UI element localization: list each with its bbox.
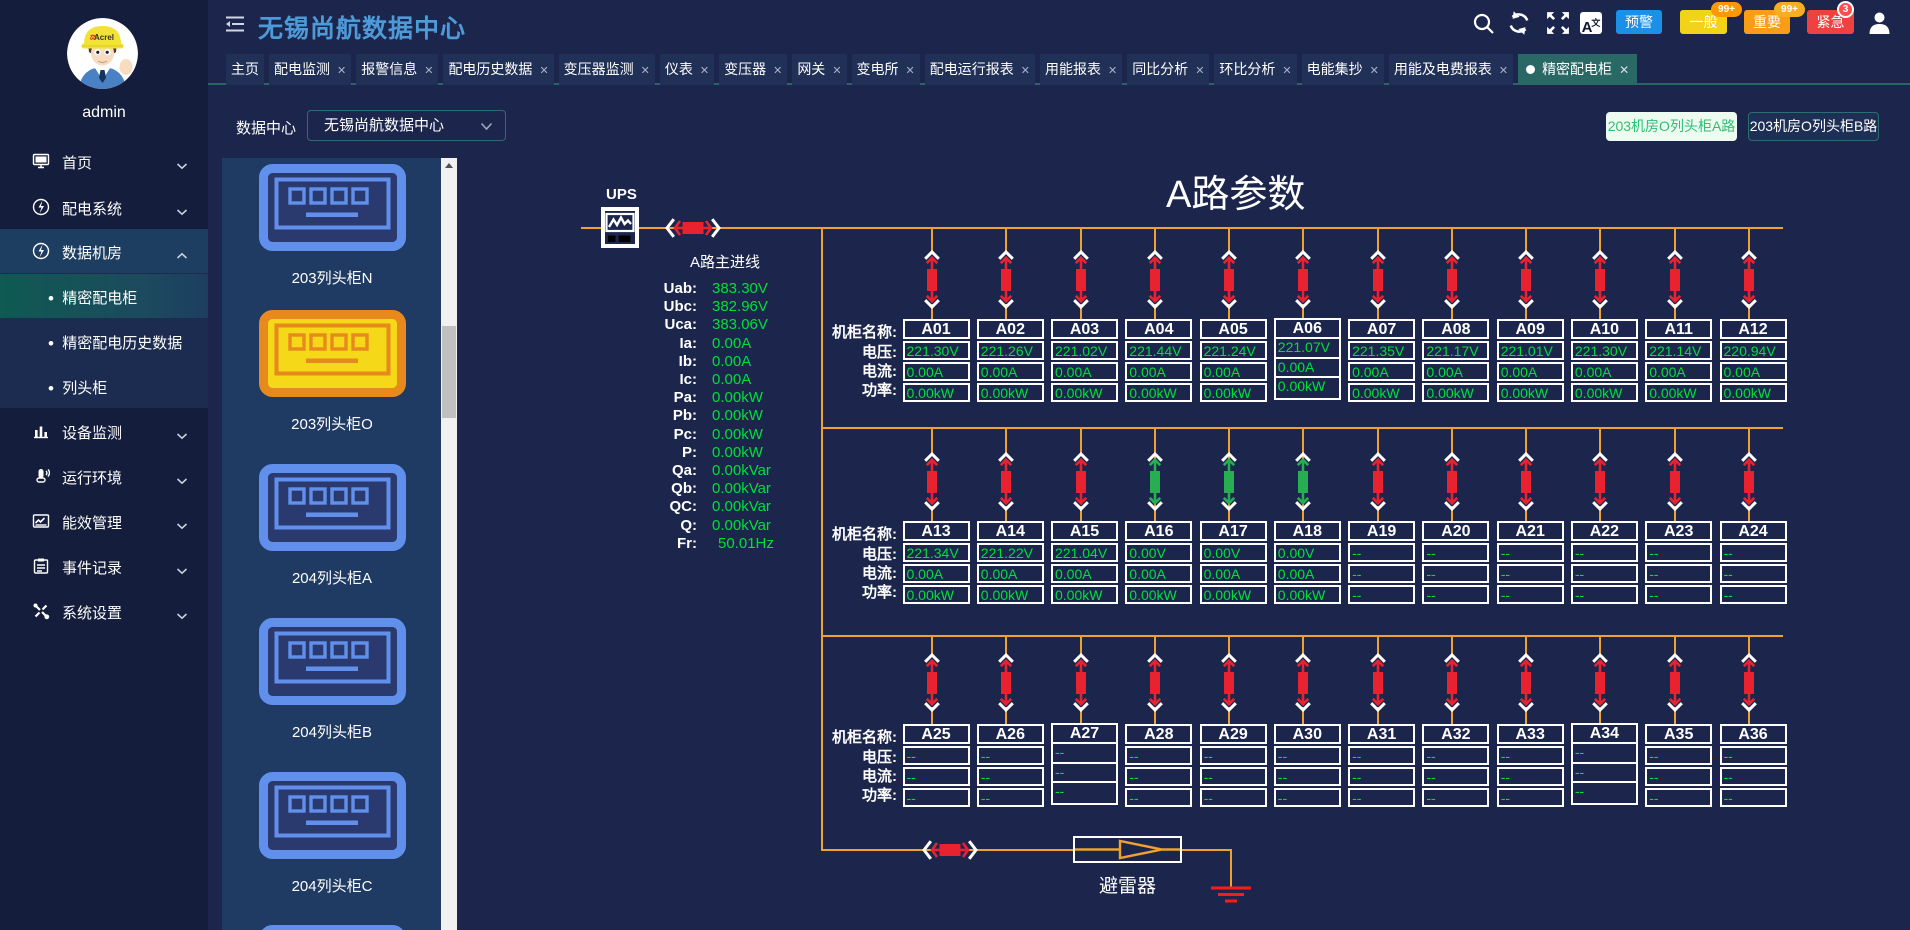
- svg-text:Acrel: Acrel: [94, 33, 114, 42]
- svg-text:⚖: ⚖: [90, 34, 97, 42]
